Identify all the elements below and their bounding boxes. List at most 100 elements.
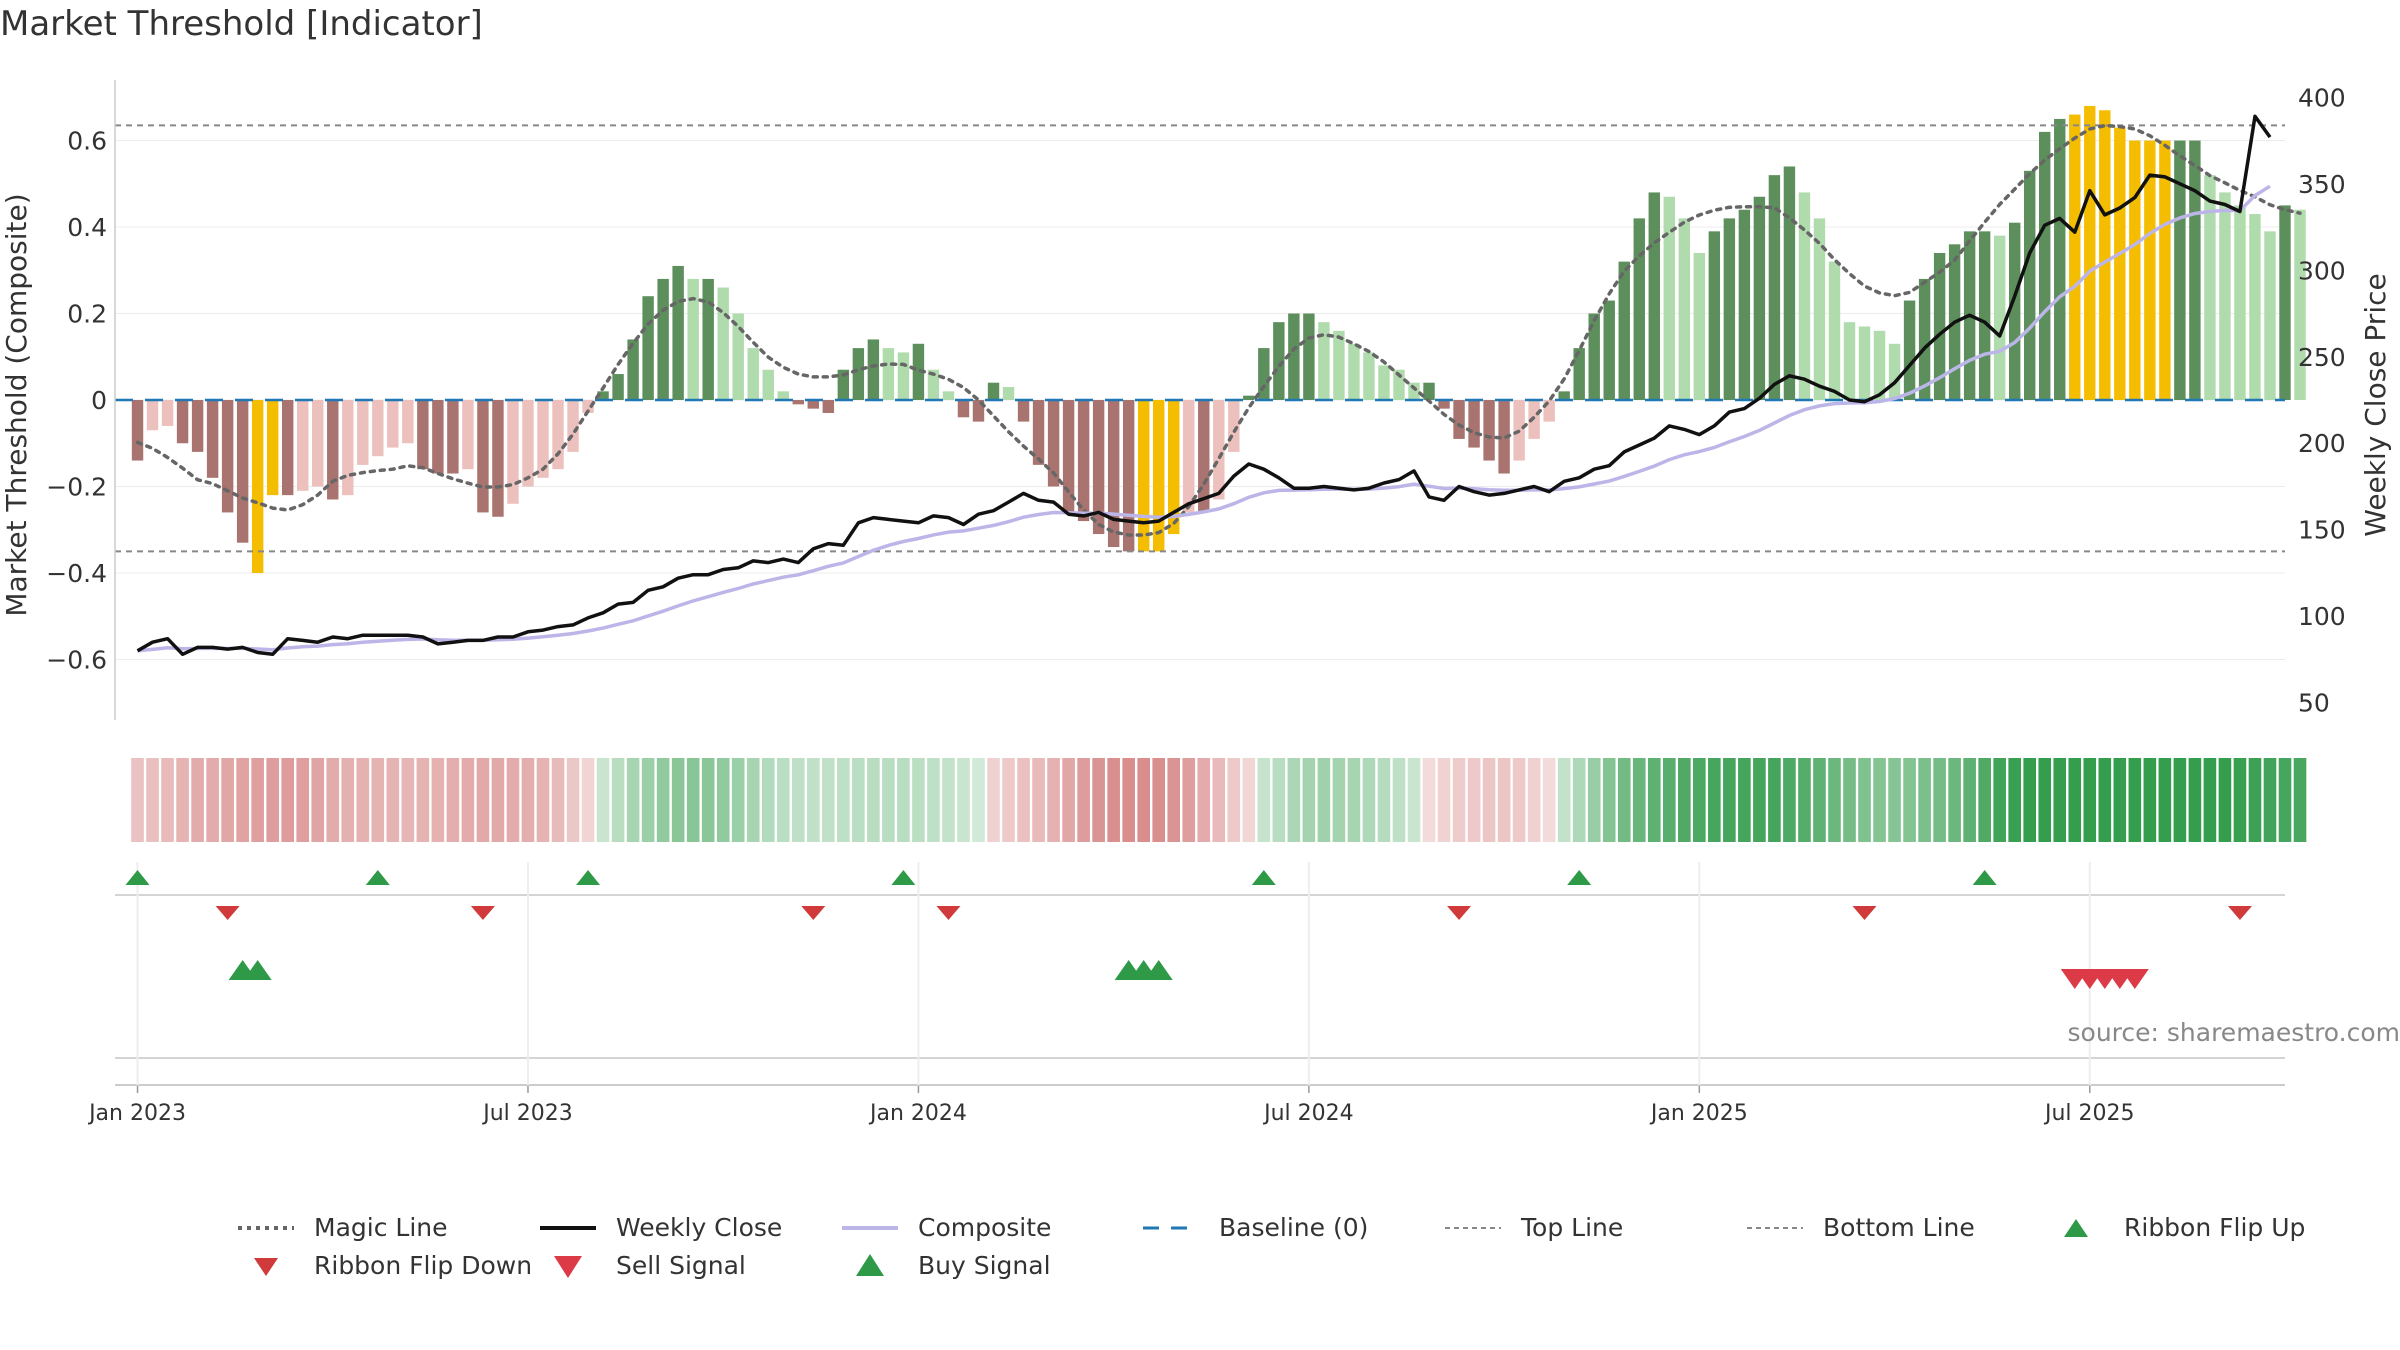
ribbon-cell (1708, 758, 1721, 842)
threshold-bar (1333, 330, 1345, 400)
threshold-bar (2174, 140, 2186, 401)
threshold-bar (161, 400, 174, 426)
threshold-bar (882, 348, 895, 400)
ribbon-cell (1662, 758, 1676, 842)
ribbon-cell (551, 758, 565, 842)
threshold-bar (1648, 192, 1660, 400)
ribbon-cell (1452, 758, 1466, 842)
threshold-bar (792, 400, 804, 405)
ribbon-cell (1903, 758, 1916, 842)
ribbon-cell (1062, 758, 1075, 842)
ribbon-cell (446, 758, 460, 842)
ribbon-flip-up-marker (891, 870, 916, 885)
threshold-bar (1273, 322, 1285, 400)
threshold-bar (1828, 261, 1841, 400)
threshold-bar (852, 348, 865, 400)
threshold-bar (1062, 400, 1075, 513)
source-credit: source: sharemaestro.com (2067, 1018, 2400, 1047)
y2-tick-label: 350 (2298, 170, 2346, 199)
ribbon-cell (1122, 758, 1135, 842)
threshold-bar (717, 287, 729, 400)
ribbon-cell (2083, 758, 2097, 842)
threshold-bar (251, 400, 264, 573)
legend-weekly-close: Weekly Close (540, 1213, 782, 1242)
threshold-bar (897, 352, 910, 400)
ribbon-cell (461, 758, 475, 842)
legend-label: Sell Signal (616, 1251, 746, 1280)
y-tick-label: 0.4 (67, 213, 107, 242)
legend-label: Buy Signal (918, 1251, 1051, 1280)
y2-tick-label: 400 (2298, 83, 2346, 112)
ribbon-cell (1632, 758, 1646, 842)
ribbon-cell (521, 758, 535, 842)
ribbon-cell (2248, 758, 2262, 842)
threshold-bar (1933, 252, 1946, 400)
threshold-bar (687, 278, 699, 400)
ribbon-cell (1392, 758, 1406, 842)
ribbon-cell (341, 758, 355, 842)
threshold-bar (2264, 231, 2276, 400)
threshold-bar (312, 400, 324, 487)
ribbon-flip-down-marker (936, 906, 961, 920)
ribbon-cell (1527, 758, 1541, 842)
ribbon-cell (731, 758, 745, 842)
y-tick-label: 0 (91, 386, 107, 415)
threshold-bar (447, 400, 459, 474)
ribbon-cell (1738, 758, 1751, 842)
threshold-bar (732, 313, 744, 400)
ribbon-cell (566, 758, 580, 842)
ribbon-cell (2218, 758, 2232, 842)
ribbon-flip-down-marker (2227, 906, 2252, 920)
threshold-bar (1378, 365, 1390, 400)
ribbon-cell (236, 758, 249, 842)
threshold-bar (1813, 218, 1826, 400)
ribbon-cell (1647, 758, 1661, 842)
ribbon-cell (2293, 758, 2307, 842)
ribbon-flip-up-marker (365, 870, 390, 885)
ribbon-cell (1843, 758, 1856, 842)
legend-magic-line: Magic Line (238, 1213, 448, 1242)
y2-axis-label: Weekly Close Price (2359, 273, 2392, 536)
ribbon-cell (2158, 758, 2172, 842)
threshold-bar (2204, 175, 2216, 400)
legend-bottom-line: Bottom Line (1747, 1213, 1975, 1242)
ribbon-cell (1798, 758, 1811, 842)
ribbon-cell (1317, 758, 1331, 842)
threshold-bar (236, 400, 249, 543)
ribbon-cell (942, 758, 955, 842)
threshold-bar (417, 400, 429, 470)
ribbon-cell (626, 758, 640, 842)
ribbon-cell (701, 758, 715, 842)
ribbon-cell (1948, 758, 1961, 842)
buy-signal-marker (243, 960, 272, 980)
threshold-bar (507, 400, 519, 504)
ribbon-cell (1197, 758, 1211, 842)
threshold-bar (266, 400, 279, 496)
ribbon-cell (2143, 758, 2157, 842)
threshold-bar (1258, 348, 1270, 400)
threshold-bar (2189, 140, 2201, 401)
threshold-bar (342, 400, 354, 496)
ribbon-cell (251, 758, 264, 842)
axes: 0.6 0.4 0.2 0 −0.2 −0.4 −0.6 400 350 300 250 200 150… (46, 80, 2346, 1126)
threshold-bar (462, 400, 474, 470)
ribbon-cell (791, 758, 805, 842)
threshold-bar (1152, 400, 1165, 552)
legend-label: Bottom Line (1823, 1213, 1975, 1242)
threshold-bar (1183, 400, 1195, 513)
ribbon-cell (506, 758, 520, 842)
threshold-bar (1408, 382, 1420, 400)
threshold-bar (1543, 400, 1555, 422)
threshold-bar (1077, 400, 1090, 522)
y2-tick-label: 100 (2298, 602, 2346, 631)
ribbon-cell (1873, 758, 1886, 842)
threshold-bar (1798, 192, 1811, 400)
ribbon-cell (806, 758, 820, 842)
ribbon-cell (1497, 758, 1511, 842)
threshold-bar (2008, 222, 2021, 400)
ribbon-cell (1572, 758, 1586, 842)
ribbon-cell (1768, 758, 1781, 842)
ribbon-cell (1512, 758, 1526, 842)
ribbon-cell (581, 758, 595, 842)
threshold-bar (372, 400, 384, 457)
